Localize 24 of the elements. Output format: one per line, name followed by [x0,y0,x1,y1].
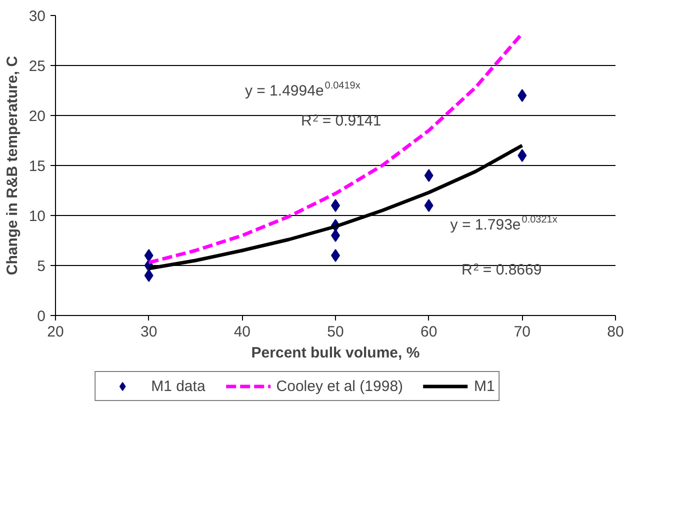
y-tick-label: 20 [28,108,46,125]
point [144,249,154,262]
x-tick-label: 40 [234,324,251,340]
point [518,149,527,162]
x-tick-label: 30 [140,324,158,340]
y-tick-label: 30 [28,8,46,25]
y-tick-label: 5 [37,258,46,275]
legend-label: M1 data [151,378,206,394]
x-tick-label: 70 [514,324,531,340]
y-tick-label: 0 [37,308,46,325]
y-axis-title: Change in R&B temperature, C [4,56,21,276]
point [424,199,434,212]
legend-label: Cooley et al (1998) [276,378,404,394]
y-tick-label: 10 [28,208,46,225]
y-tick-label: 25 [28,58,46,75]
point [518,89,527,102]
x-tick-label: 60 [420,324,438,340]
x-tick-label: 80 [607,324,624,340]
point [424,169,434,182]
legend-label: M1 [474,378,495,394]
x-axis-title: Percent bulk volume, % [251,344,420,362]
x-tick-label: 50 [327,324,344,340]
y-tick-label: 15 [28,158,46,175]
point [144,269,154,282]
